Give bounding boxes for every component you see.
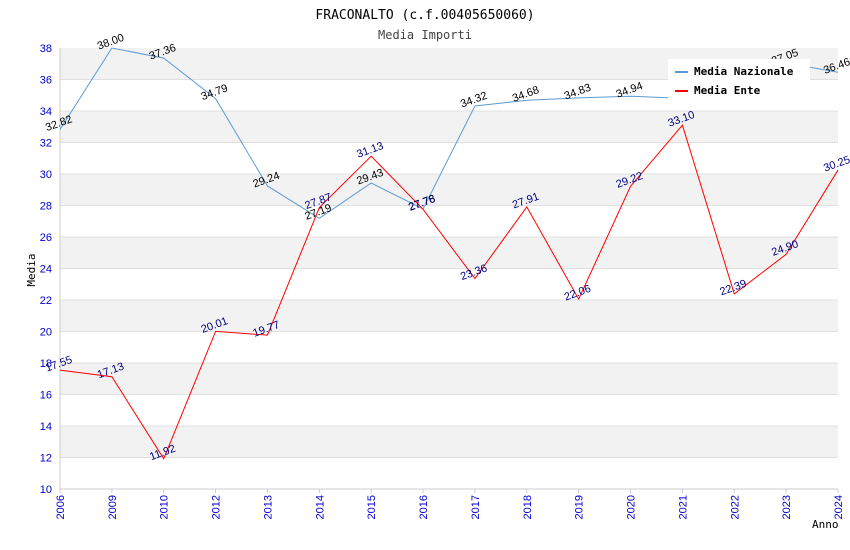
x-tick-label: 2012 bbox=[211, 495, 223, 519]
grid-band bbox=[60, 111, 838, 143]
grid-bands bbox=[60, 48, 838, 490]
legend-entry-ente: Media Ente bbox=[694, 84, 761, 97]
grid-band bbox=[60, 457, 838, 489]
legend-entry-nazionale: Media Nazionale bbox=[694, 65, 794, 78]
y-tick-label: 30 bbox=[40, 169, 52, 181]
grid-band bbox=[60, 426, 838, 458]
y-tick-label: 20 bbox=[40, 327, 52, 339]
grid-band bbox=[60, 331, 838, 363]
y-tick-label: 10 bbox=[40, 484, 52, 496]
grid-band bbox=[60, 174, 838, 206]
y-tick-label: 14 bbox=[40, 421, 52, 433]
series-lines bbox=[59, 47, 839, 460]
y-tick-label: 28 bbox=[40, 201, 52, 213]
chart-subtitle: Media Importi bbox=[378, 28, 472, 42]
grid-band bbox=[60, 205, 838, 237]
y-axis-label: Media bbox=[25, 253, 38, 286]
y-tick-label: 38 bbox=[40, 43, 52, 55]
x-tick-label: 2018 bbox=[522, 495, 534, 519]
x-tick-label: 2010 bbox=[159, 495, 171, 519]
grid-band bbox=[60, 394, 838, 426]
grid-band bbox=[60, 268, 838, 300]
y-tick-label: 36 bbox=[40, 75, 52, 87]
x-tick-label: 2015 bbox=[366, 495, 378, 519]
x-tick-label: 2020 bbox=[626, 495, 638, 519]
y-tick-label: 16 bbox=[40, 390, 52, 402]
x-tick-label: 2022 bbox=[729, 495, 741, 519]
x-axis-ticks: 2006 2009 2010 2012 2013 2014 2015 2016 2017 2018… bbox=[55, 489, 845, 519]
x-tick-label: 2023 bbox=[781, 495, 793, 519]
x-tick-label: 2014 bbox=[314, 495, 326, 519]
x-tick-label: 2017 bbox=[470, 495, 482, 519]
x-tick-label: 2013 bbox=[262, 495, 274, 519]
grid-band bbox=[60, 237, 838, 269]
x-tick-label: 2021 bbox=[677, 495, 689, 519]
x-tick-label: 2016 bbox=[418, 495, 430, 519]
x-tick-label: 2006 bbox=[55, 495, 67, 519]
x-tick-label: 2019 bbox=[574, 495, 586, 519]
x-tick-label: 2009 bbox=[107, 495, 119, 519]
y-tick-label: 26 bbox=[40, 232, 52, 244]
x-tick-label: 2024 bbox=[833, 495, 845, 519]
legend-box bbox=[668, 59, 810, 101]
y-tick-label: 34 bbox=[40, 106, 52, 118]
y-tick-label: 22 bbox=[40, 295, 52, 307]
y-tick-label: 18 bbox=[40, 358, 52, 370]
x-axis-label: Anno bbox=[812, 518, 839, 531]
y-tick-label: 32 bbox=[40, 138, 52, 150]
legend: Media Nazionale Media Ente bbox=[668, 59, 810, 101]
y-tick-label: 12 bbox=[40, 453, 52, 465]
grid-band bbox=[60, 363, 838, 395]
grid-band bbox=[60, 300, 838, 332]
chart-title: FRACONALTO (c.f.00405650060) bbox=[315, 8, 534, 23]
series-line-media-ente bbox=[59, 124, 839, 460]
y-axis-ticks: 10 12 14 16 18 20 22 24 26 28 30 32 34 36 38 bbox=[40, 43, 52, 496]
y-tick-label: 24 bbox=[40, 264, 52, 276]
axes bbox=[59, 48, 838, 490]
